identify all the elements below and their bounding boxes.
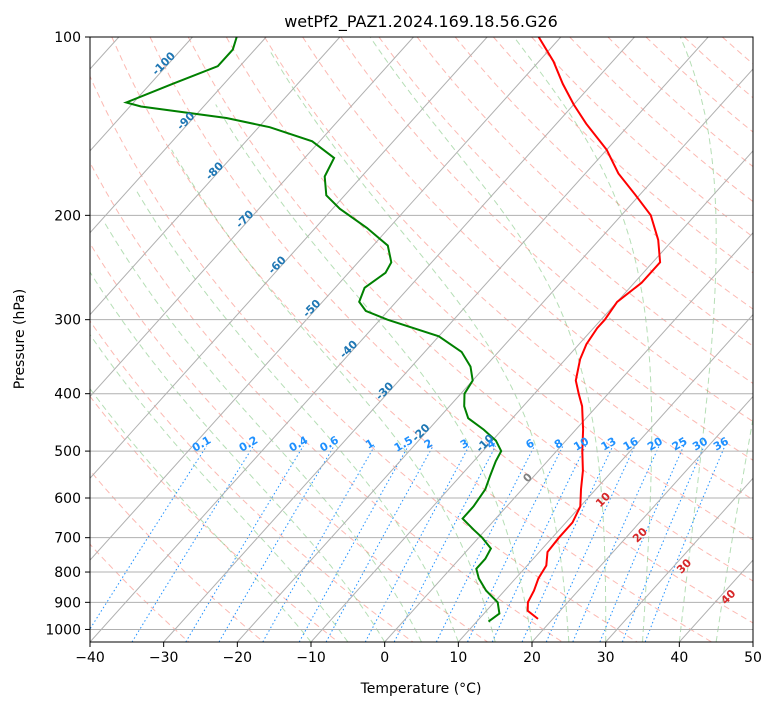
mixing-ratio-lines	[90, 445, 726, 642]
mixing-ratio-line	[467, 445, 564, 642]
temperature-profile-line	[526, 37, 662, 620]
dewpoint-profile-line	[123, 37, 503, 623]
moist-adiabat	[215, 104, 533, 642]
mixing-ratio-line	[572, 445, 660, 642]
isotherm-gridline	[90, 37, 267, 234]
mixing-ratio-line	[218, 445, 335, 642]
x-tick-label: 20	[523, 650, 541, 666]
moist-adiabat	[715, 416, 753, 642]
y-tick-label: 600	[54, 491, 81, 507]
moist-adiabat	[268, 49, 570, 642]
y-tick-label: 200	[54, 208, 81, 224]
mixing-ratio-line	[90, 445, 208, 630]
moist-adiabat	[90, 271, 386, 642]
y-tick-label: 400	[54, 387, 81, 403]
plot-frame	[89, 36, 754, 643]
moist-adiabat	[90, 333, 349, 642]
isotherm-gridline	[90, 37, 562, 561]
dry-adiabat	[90, 543, 190, 642]
isotherm-gridline	[163, 37, 709, 642]
x-axis-ticks: −40 −30 −20 −10 0 10 20 30 40 50	[75, 642, 762, 666]
mixing-ratio-line	[325, 445, 434, 642]
mixing-ratio-line	[393, 445, 497, 642]
mixing-ratio-line	[298, 445, 409, 642]
dry-adiabat	[90, 242, 488, 642]
grid-lines	[90, 37, 753, 642]
mixing-ratio-line	[491, 445, 587, 642]
moist-adiabat	[513, 37, 653, 642]
dry-adiabat	[378, 37, 753, 385]
isotherm-gridline	[90, 37, 193, 152]
mixing-ratio-line	[185, 445, 304, 642]
mixing-ratio-line	[435, 445, 535, 642]
moist-adiabat	[678, 37, 717, 642]
x-tick-label: 50	[744, 650, 762, 666]
x-tick-label: −20	[223, 650, 253, 666]
x-tick-label: 30	[597, 650, 615, 666]
isotherm-gridline	[605, 477, 753, 642]
dry-adiabat	[187, 37, 753, 582]
y-axis-label: Pressure (hPa)	[12, 289, 28, 389]
dry-adiabat	[340, 37, 753, 423]
mixing-ratio-line	[131, 445, 254, 642]
isotherm-gridline	[457, 313, 753, 642]
x-tick-label: 0	[380, 650, 389, 666]
moist-adiabat	[103, 221, 422, 642]
chart-title: wetPf2_PAZ1.2024.169.18.56.G26	[284, 12, 558, 32]
y-tick-label: 100	[54, 30, 81, 46]
y-tick-label: 300	[54, 313, 81, 329]
plot-area: -100-90-80-70-60-50-40-30-20 -100 0.1 0.2 0…	[90, 37, 753, 642]
isotherm-gridline	[90, 37, 341, 316]
isotherm-gridline	[531, 395, 753, 642]
dry-adiabat	[90, 75, 638, 642]
moist-adiabat	[90, 387, 312, 642]
x-tick-label: 10	[449, 650, 467, 666]
isotherm-gridline	[236, 68, 753, 642]
moist-adiabat-lines	[90, 37, 753, 642]
dry-adiabat	[90, 161, 563, 642]
y-tick-label: 700	[54, 531, 81, 547]
moist-adiabat	[369, 37, 607, 642]
x-tick-label: −30	[149, 650, 179, 666]
isotherm-gridline	[90, 37, 635, 642]
isotherm-gridline	[384, 231, 753, 642]
x-tick-label: −40	[75, 650, 105, 666]
y-tick-label: 500	[54, 444, 81, 460]
isotherm-gridline	[90, 37, 414, 398]
x-tick-label: −10	[296, 650, 326, 666]
x-axis-label: Temperature (°C)	[360, 681, 482, 697]
isotherm-gridline	[310, 150, 753, 642]
mixing-ratio-line	[599, 445, 685, 642]
y-tick-label: 800	[54, 565, 81, 581]
y-tick-label: 1000	[45, 622, 81, 638]
x-tick-label: 40	[670, 650, 688, 666]
profile-series	[123, 37, 662, 623]
dry-adiabat	[302, 37, 753, 461]
isotherm-gridline	[90, 37, 488, 480]
dry-adiabat	[264, 37, 753, 501]
moist-adiabat	[134, 187, 459, 642]
dry-adiabat	[149, 37, 753, 624]
y-tick-label: 900	[54, 595, 81, 611]
y-axis-ticks: 100 200 300 400 500 600 700 800 900 1000	[45, 30, 90, 638]
